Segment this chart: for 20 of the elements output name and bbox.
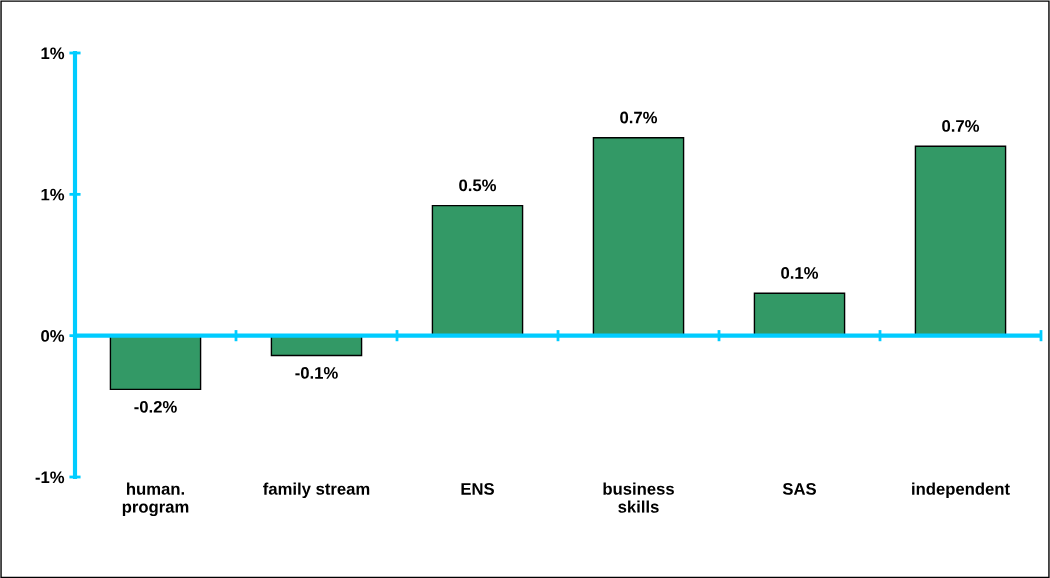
data-label: 0.7%: [942, 120, 980, 132]
y-tick-label: 1%: [41, 188, 65, 201]
x-tick-label: family stream: [263, 482, 370, 499]
bar: [914, 145, 1007, 337]
x-tick-label: business skills: [603, 482, 674, 513]
data-label: -0.1%: [295, 367, 338, 379]
data-label: -0.2%: [134, 400, 177, 413]
x-tick-label: independent: [912, 482, 1010, 499]
data-label: 0.5%: [459, 179, 497, 192]
bar: [592, 137, 685, 337]
x-tick-label: human. program: [122, 482, 189, 517]
data-label: 0.7%: [620, 111, 658, 124]
bar: [753, 292, 846, 337]
y-tick-label: 0%: [41, 330, 65, 342]
bar: [431, 204, 524, 337]
y-tick-label: -1%: [35, 471, 65, 484]
x-tick-label: SAS: [782, 483, 816, 495]
y-tick-label: 1%: [41, 47, 65, 60]
data-label: 0.1%: [781, 267, 819, 279]
x-tick-label: ENS: [461, 483, 494, 495]
